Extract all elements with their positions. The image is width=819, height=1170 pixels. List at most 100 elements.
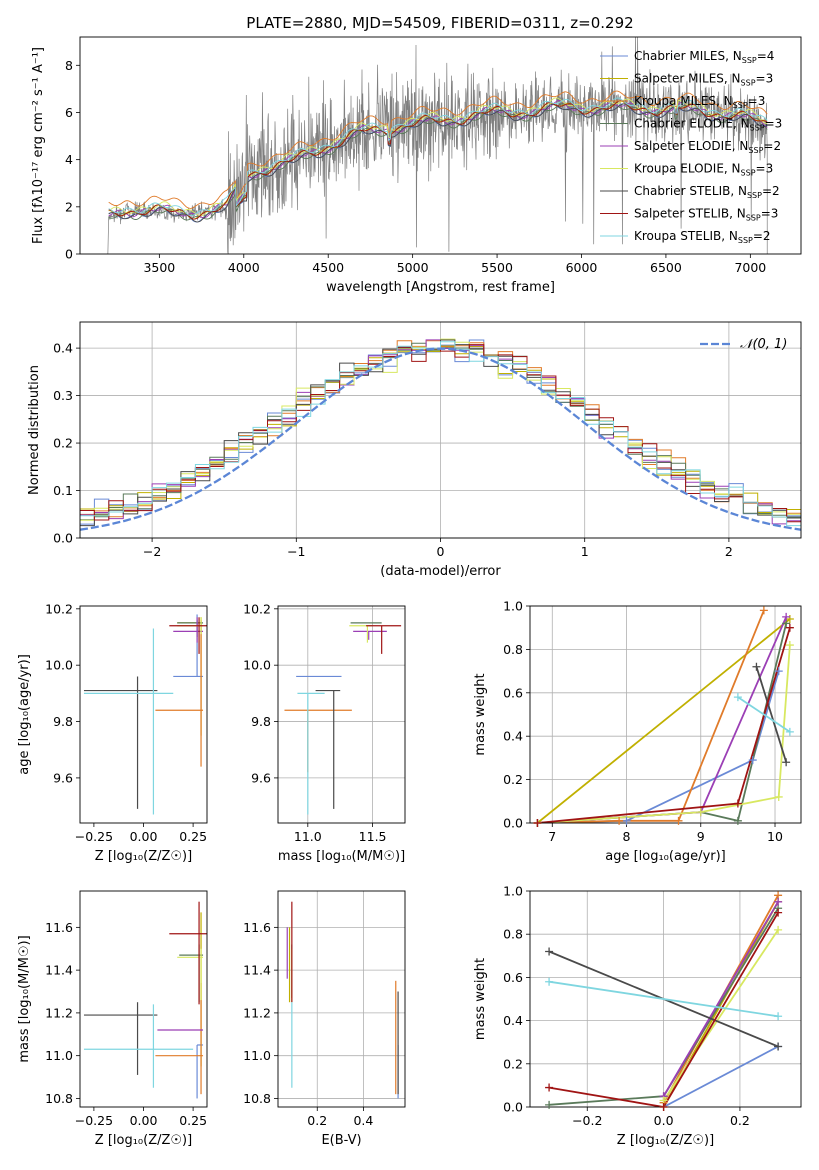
weight-marker <box>748 756 757 765</box>
mass-vs-Z-ytick-label: 10.8 <box>45 1091 73 1106</box>
residuals-ylabel: Normed distribution <box>27 365 42 495</box>
spectrum-xtick-label: 5000 <box>397 260 429 275</box>
age-vs-mass-ytick-label: 10.2 <box>243 601 271 616</box>
legend-entry: Chabrier ELODIE, NSSP=3 <box>634 117 782 133</box>
mass-vs-Z-xtick-label: 0.00 <box>130 1113 158 1128</box>
weight-vs-Z-ytick-label: 0.0 <box>503 1100 523 1115</box>
residuals-xtick-label: −1 <box>287 544 305 559</box>
weight-marker <box>774 667 783 676</box>
weight-marker <box>759 606 768 615</box>
weight-vs-Z-ytick-label: 0.6 <box>503 970 523 985</box>
weight-vs-age-xtick-label: 7 <box>548 829 556 844</box>
weight-marker <box>615 816 624 825</box>
spectrum-frame <box>79 36 802 255</box>
spectrum-ytick-label: 6 <box>65 105 73 120</box>
spectrum-xtick-label: 6500 <box>650 260 682 275</box>
mass-vs-EBV-ytick-label: 11.4 <box>243 963 271 978</box>
mass-vs-Z-panel: −0.25 0.00 0.25 10.8 11.0 11.2 11.4 11.6 Z [log₁… <box>17 890 208 1148</box>
weight-line <box>662 929 779 1102</box>
legend-entry: Salpeter MILES, NSSP=3 <box>634 72 773 88</box>
weight-marker <box>545 947 554 956</box>
weight-vs-Z-ytick-label: 0.8 <box>503 927 523 942</box>
mass-vs-Z-ytick-label: 11.2 <box>45 1005 73 1020</box>
mass-vs-Z-ytick-label: 11.0 <box>45 1048 73 1063</box>
spectrum-ylabel: Flux [fλ10⁻¹⁷ erg cm⁻² s⁻¹ A⁻¹] <box>31 47 46 244</box>
weight-vs-Z-panel: −0.2 0.0 0.2 0.0 0.2 0.4 0.6 0.8 1.0 Z [log₁₀(Z/Z… <box>473 884 802 1148</box>
weight-vs-age-xtick-label: 8 <box>623 829 631 844</box>
mass-vs-EBV-xtick-label: 0.2 <box>307 1113 327 1128</box>
age-vs-Z-ytick-label: 10.0 <box>45 658 73 673</box>
residuals-ytick-label: 0.1 <box>53 483 73 498</box>
spectrum-ytick-label: 2 <box>65 199 73 214</box>
weight-line <box>548 912 779 1107</box>
weight-marker <box>696 808 705 817</box>
spectrum-legend: Chabrier MILES, NSSP=4 Salpeter MILES, NS… <box>600 49 782 245</box>
weight-line <box>737 696 791 733</box>
mass-vs-EBV-xtick-label: 0.4 <box>353 1113 373 1128</box>
residuals-ytick-label: 0.2 <box>53 436 73 451</box>
weight-marker <box>733 816 742 825</box>
mass-vs-Z-xtick-label: −0.25 <box>75 1113 113 1128</box>
weight-marker <box>533 819 542 827</box>
weight-line <box>755 666 788 763</box>
spectrum-xtick-label: 5500 <box>481 260 513 275</box>
age-vs-mass-ytick-label: 9.6 <box>251 770 271 785</box>
model-spectrum-line <box>108 97 768 217</box>
weight-vs-age-ytick-label: 0.6 <box>503 685 523 700</box>
legend-entry: Chabrier STELIB, NSSP=2 <box>634 184 780 200</box>
weight-line <box>548 980 779 1018</box>
weight-vs-Z-ytick-label: 0.4 <box>503 1013 523 1028</box>
model-spectrum-line <box>108 103 768 223</box>
weight-marker <box>782 612 791 621</box>
age-vs-Z-ylabel: age [log₁₀(age/yr)] <box>17 654 32 775</box>
residuals-ytick-label: 0.0 <box>53 531 73 546</box>
spectrum-xtick-label: 7000 <box>734 260 766 275</box>
model-spectrum-line <box>108 103 768 221</box>
age-vs-mass-plot-area <box>284 622 402 815</box>
weight-marker <box>785 727 794 736</box>
weight-vs-age-ytick-label: 0.2 <box>503 772 523 787</box>
weight-vs-age-ytick-label: 0.8 <box>503 642 523 657</box>
age-vs-mass-xlabel: mass [log₁₀(M/M☉)] <box>278 849 405 864</box>
weight-vs-age-ytick-label: 0.0 <box>503 816 523 831</box>
spectrum-xtick-label: 6000 <box>566 260 598 275</box>
mass-vs-EBV-ytick-label: 11.2 <box>243 1005 271 1020</box>
weight-marker <box>774 1042 783 1051</box>
spectrum-ytick-label: 4 <box>65 152 73 167</box>
weight-marker <box>622 816 631 825</box>
age-vs-Z-xtick-label: 0.00 <box>130 829 158 844</box>
residuals-xtick-label: 1 <box>581 544 589 559</box>
weight-vs-Z-ylabel: mass weight <box>473 958 488 1040</box>
weight-marker <box>785 641 794 650</box>
spectrum-panel: 3500 4000 4500 5000 5500 6000 6500 7000 0 2 4 6 8 wav… <box>31 36 802 295</box>
weight-line <box>537 645 791 823</box>
mass-vs-Z-xlabel: Z [log₁₀(Z/Z☉)] <box>95 1133 192 1148</box>
weight-vs-Z-xtick-label: −0.2 <box>572 1113 602 1128</box>
mass-vs-EBV-ytick-label: 11.6 <box>243 920 271 935</box>
age-vs-Z-ytick-label: 9.6 <box>53 770 73 785</box>
age-vs-mass-ytick-label: 10.0 <box>243 658 271 673</box>
residuals-xlabel: (data-model)/error <box>380 564 501 579</box>
weight-marker <box>659 1103 668 1111</box>
weight-vs-age-panel: 7 8 9 10 0.0 0.2 0.4 0.6 0.8 1.0 age [log₁₀(age/yr… <box>473 599 802 864</box>
weight-vs-Z-xtick-label: 0.2 <box>730 1113 750 1128</box>
weight-line <box>537 609 765 823</box>
model-spectrum-line <box>108 97 768 217</box>
model-spectrum-line <box>108 100 768 219</box>
weight-vs-Z-ytick-label: 1.0 <box>503 884 523 899</box>
residuals-xtick-label: 0 <box>437 544 445 559</box>
weight-line <box>537 627 791 823</box>
age-vs-Z-xtick-label: 0.25 <box>179 829 207 844</box>
normal-curve <box>80 347 801 531</box>
mass-vs-Z-plot-area <box>83 901 207 1099</box>
age-vs-mass-xtick-label: 11.0 <box>294 829 322 844</box>
legend-entry: Kroupa STELIB, NSSP=2 <box>634 229 771 245</box>
weight-marker <box>774 908 783 917</box>
mass-vs-Z-ytick-label: 11.4 <box>45 963 73 978</box>
legend-entry: Salpeter ELODIE, NSSP=2 <box>634 139 781 155</box>
mass-vs-EBV-xlabel: E(B-V) <box>321 1133 361 1148</box>
weight-vs-age-plot-area <box>536 609 791 823</box>
weight-marker <box>545 1083 554 1092</box>
legend-entry: Chabrier MILES, NSSP=4 <box>634 49 774 65</box>
